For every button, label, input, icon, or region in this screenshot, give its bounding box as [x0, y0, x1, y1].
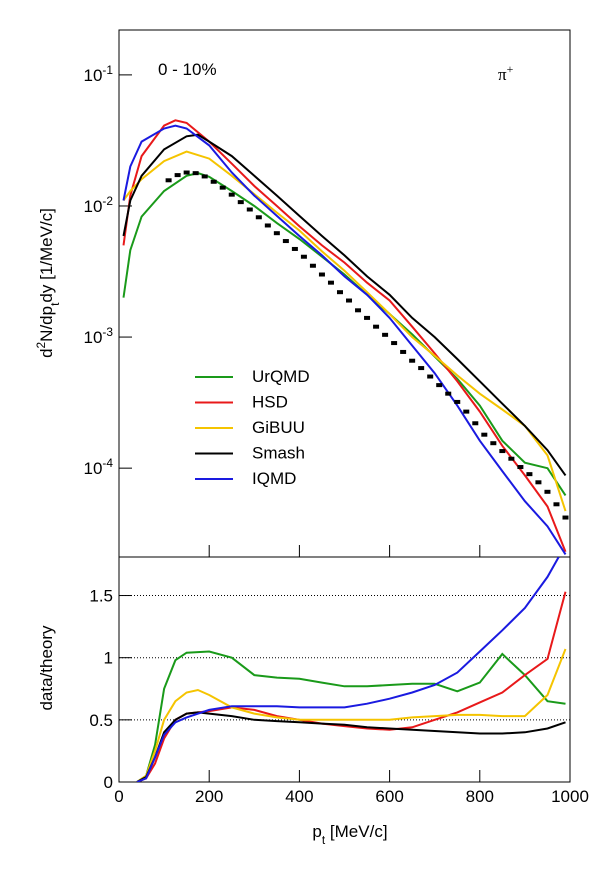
plot-area: [122, 119, 569, 555]
data-point: [282, 239, 289, 244]
data-point: [508, 456, 515, 461]
legend-label: IQMD: [252, 469, 296, 488]
data-point: [526, 472, 533, 477]
data-point: [472, 421, 479, 426]
data-point: [418, 366, 425, 371]
y-axis-title: d2N/dptdy [1/MeV/c]: [34, 208, 62, 358]
data-point: [264, 223, 271, 228]
y-tick-label: 10-3: [84, 325, 114, 347]
data-point: [517, 465, 524, 470]
x-tick-label: 200: [195, 787, 223, 806]
data-point: [436, 383, 443, 388]
data-point: [364, 315, 371, 320]
data-point: [445, 391, 452, 396]
data-point: [183, 170, 190, 175]
series-line: [122, 150, 567, 512]
data-point: [336, 290, 343, 295]
data-point: [327, 280, 334, 285]
y-tick-label: 10-4: [84, 456, 114, 478]
data-point: [255, 215, 262, 220]
bottom-frame: [118, 556, 571, 783]
x-tick-label: 0: [114, 787, 123, 806]
series-line: [136, 557, 560, 782]
data-point: [309, 263, 316, 268]
series-line: [122, 119, 567, 553]
x-tick-label: 800: [466, 787, 494, 806]
y-tick-label: 1: [104, 649, 113, 668]
data-point: [499, 449, 506, 454]
series-line: [136, 711, 566, 782]
data-point: [210, 179, 217, 184]
series-line: [136, 648, 567, 782]
legend-label: HSD: [252, 393, 288, 412]
plot-area: [136, 557, 567, 782]
annotation: π+: [498, 62, 514, 84]
data-point: [174, 173, 181, 178]
series-line: [122, 172, 567, 496]
y-tick-label: 10-1: [84, 63, 114, 85]
data-point: [454, 399, 461, 404]
series-line: [122, 124, 567, 555]
series-line: [136, 650, 566, 782]
data-point: [246, 207, 253, 212]
data-point: [535, 480, 542, 485]
data-point: [355, 308, 362, 313]
data-point: [427, 374, 434, 379]
data-point: [544, 489, 551, 494]
x-tick-label: 600: [375, 787, 403, 806]
data-point: [201, 174, 208, 179]
data-point: [409, 358, 416, 363]
legend-label: UrQMD: [252, 367, 310, 386]
data-point: [291, 246, 298, 251]
data-point: [300, 254, 307, 259]
data-point: [463, 409, 470, 414]
y-tick-label: 0: [104, 773, 113, 792]
data-point: [237, 200, 244, 205]
top-frame: [118, 29, 571, 558]
data-point: [490, 441, 497, 446]
x-tick-label: 400: [285, 787, 313, 806]
data-point: [346, 298, 353, 303]
data-point: [192, 171, 199, 176]
data-point: [400, 349, 407, 354]
y-tick-label: 10-2: [84, 194, 114, 216]
data-point: [228, 192, 235, 197]
y-axis-title: data/theory: [37, 625, 56, 711]
data-point: [553, 502, 560, 507]
annotation: 0 - 10%: [158, 60, 217, 79]
y-tick-label: 0.5: [89, 711, 113, 730]
series-line: [122, 133, 567, 476]
data-point: [318, 272, 325, 277]
x-tick-label: 1000: [551, 787, 589, 806]
legend-label: GiBUU: [252, 418, 305, 437]
data-point: [391, 341, 398, 346]
x-axis-title: pt [MeV/c]: [312, 822, 387, 847]
data-point: [562, 515, 569, 520]
data-point: [382, 332, 389, 337]
data-point: [219, 185, 226, 190]
y-tick-label: 1.5: [89, 587, 113, 606]
data-point: [273, 231, 280, 236]
data-point: [165, 178, 172, 183]
data-point: [373, 324, 380, 329]
data-point: [481, 432, 488, 437]
legend-label: Smash: [252, 444, 305, 463]
